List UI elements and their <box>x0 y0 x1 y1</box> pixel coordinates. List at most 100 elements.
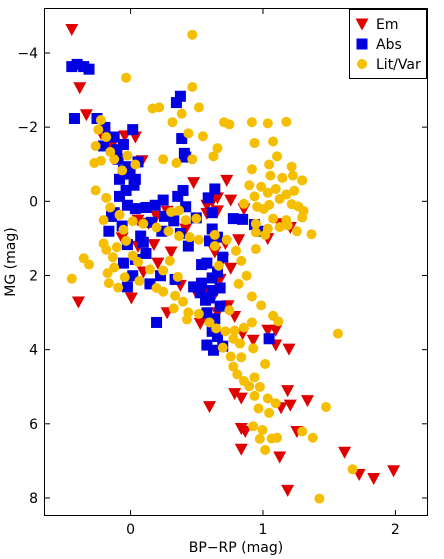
data-point <box>108 207 120 219</box>
data-point <box>249 137 260 148</box>
data-point <box>107 252 118 263</box>
data-point <box>103 225 115 237</box>
data-point <box>187 177 201 190</box>
data-point <box>273 316 284 327</box>
data-point <box>387 465 401 478</box>
data-point <box>172 271 183 282</box>
data-point <box>111 242 122 253</box>
data-point <box>282 343 296 356</box>
data-point <box>158 210 170 222</box>
data-point <box>124 168 136 180</box>
data-point <box>241 270 252 281</box>
data-point <box>174 205 185 216</box>
data-point <box>263 333 275 345</box>
data-point <box>83 63 95 75</box>
data-point <box>209 241 220 252</box>
y-tick-label: 0 <box>29 194 38 210</box>
data-point <box>283 399 297 412</box>
data-point <box>256 300 267 311</box>
data-point <box>297 426 308 437</box>
data-point <box>149 199 161 211</box>
data-point <box>102 268 113 279</box>
data-point <box>187 29 198 40</box>
data-point <box>248 343 259 354</box>
y-tick-label: 6 <box>29 417 38 433</box>
data-point <box>164 255 175 266</box>
data-point <box>236 352 247 363</box>
data-point <box>78 253 89 264</box>
data-point <box>262 393 273 404</box>
data-point <box>163 226 174 237</box>
data-point <box>90 185 101 196</box>
data-point <box>194 287 206 299</box>
legend-label: Lit/Var <box>376 57 421 73</box>
data-point <box>260 444 271 455</box>
data-point <box>253 403 264 414</box>
data-point <box>206 207 218 219</box>
data-point <box>120 184 132 196</box>
data-point <box>180 215 191 226</box>
data-point <box>225 351 236 362</box>
data-point <box>255 225 267 237</box>
data-point <box>231 245 241 256</box>
data-point <box>214 300 226 312</box>
data-point <box>204 235 216 247</box>
data-point <box>127 124 139 136</box>
data-point <box>176 133 188 145</box>
data-point <box>224 262 238 275</box>
data-point <box>144 278 156 290</box>
data-point <box>197 131 208 142</box>
data-point <box>127 270 139 282</box>
data-point <box>98 215 109 226</box>
legend-marker <box>356 38 368 50</box>
data-point <box>200 294 212 306</box>
data-point <box>281 189 292 200</box>
data-point <box>122 150 133 161</box>
data-point <box>217 342 228 353</box>
data-point <box>265 170 276 181</box>
data-point <box>117 257 129 269</box>
data-point <box>191 213 202 224</box>
data-point <box>183 128 194 139</box>
data-point <box>246 117 257 128</box>
data-point <box>151 222 162 233</box>
data-point <box>140 247 152 259</box>
data-point <box>79 109 93 122</box>
data-point <box>157 194 169 206</box>
data-point <box>254 381 265 392</box>
data-point <box>68 112 80 124</box>
data-point <box>172 190 184 202</box>
data-point <box>155 270 167 282</box>
data-point <box>121 235 132 246</box>
data-point <box>286 161 297 172</box>
data-point <box>128 179 140 191</box>
data-point <box>65 24 79 37</box>
data-point <box>158 154 169 165</box>
data-point <box>180 151 192 163</box>
data-point <box>90 140 101 151</box>
data-point <box>209 229 220 240</box>
data-point <box>167 117 178 128</box>
data-point <box>180 201 192 213</box>
data-point <box>234 392 248 405</box>
data-point <box>193 308 204 319</box>
data-point <box>338 446 352 459</box>
data-point <box>182 240 194 252</box>
data-point <box>121 199 133 211</box>
data-point <box>250 218 261 229</box>
data-point <box>269 324 283 337</box>
data-point <box>321 401 332 412</box>
data-point <box>209 183 221 195</box>
data-point <box>257 424 268 435</box>
data-point <box>272 151 283 162</box>
data-point <box>249 191 260 202</box>
data-point <box>188 281 200 293</box>
data-point <box>118 224 129 235</box>
data-point <box>117 138 129 150</box>
data-point <box>93 124 104 135</box>
data-point <box>111 144 123 156</box>
data-point <box>220 326 231 337</box>
data-point <box>121 281 133 293</box>
data-point <box>211 266 223 278</box>
data-point <box>249 390 260 401</box>
